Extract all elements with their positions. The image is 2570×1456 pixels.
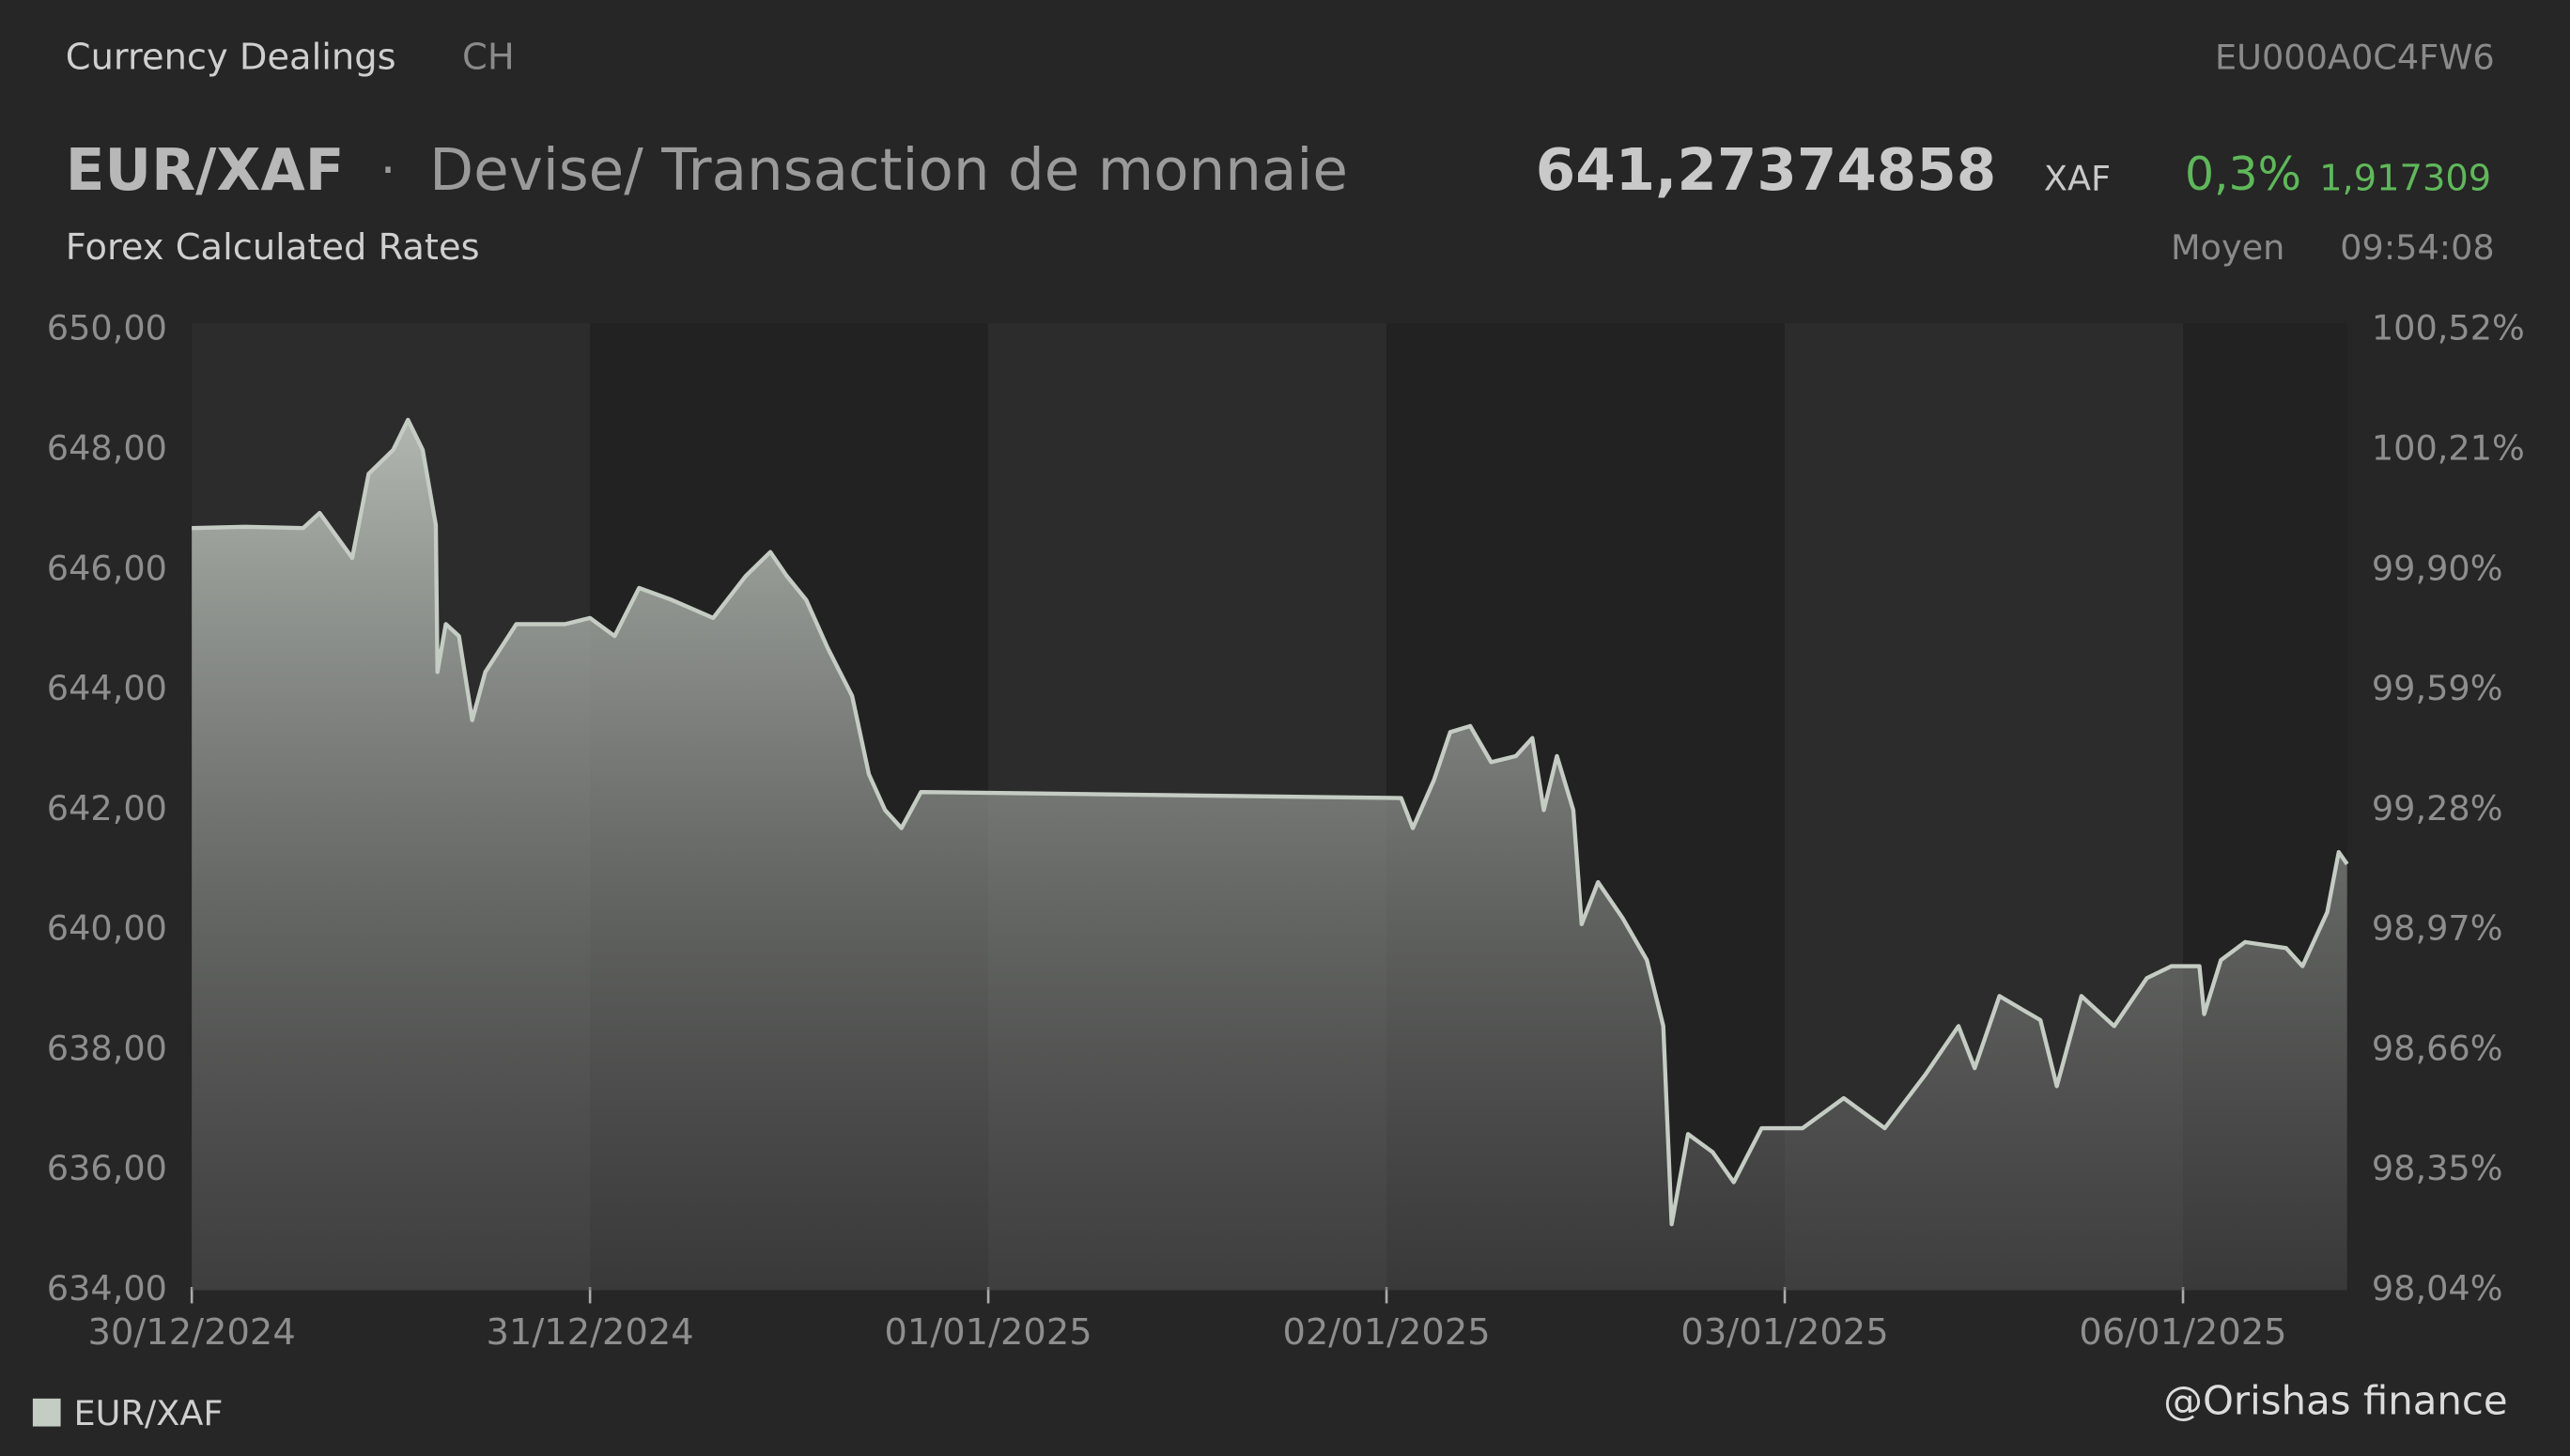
legend-label[interactable]: EUR/XAF: [74, 1393, 224, 1433]
x-tick-label: 31/12/2024: [487, 1311, 694, 1354]
y2-tick-label: 99,90%: [2372, 548, 2503, 588]
y2-tick-label: 100,52%: [2372, 308, 2525, 349]
x-tick-label: 06/01/2025: [2079, 1311, 2286, 1354]
y2-tick-label: 99,28%: [2372, 788, 2503, 829]
y-tick-label: 644,00: [47, 668, 167, 708]
y-tick-label: 636,00: [47, 1148, 167, 1188]
y-tick-label: 642,00: [47, 788, 167, 829]
isin: EU000A0C4FW6: [2215, 37, 2495, 77]
section: Currency Dealings: [66, 36, 396, 78]
y-tick-label: 650,00: [47, 308, 167, 349]
y-tick-label: 634,00: [47, 1268, 167, 1309]
y-tick-label: 640,00: [47, 908, 167, 949]
change-percent: 0,3%: [2185, 147, 2301, 201]
price-type: Moyen: [2171, 227, 2284, 268]
description: Devise/ Transaction de monnaie: [429, 137, 1348, 204]
time: 09:54:08: [2340, 227, 2495, 268]
y2-tick-label: 99,59%: [2372, 668, 2503, 708]
price: 641,27374858: [1536, 137, 1997, 204]
separator: ·: [380, 142, 396, 199]
area: [192, 420, 2347, 1291]
country: CH: [462, 36, 515, 78]
x-tick-label: 01/01/2025: [884, 1311, 1091, 1354]
source: Forex Calculated Rates: [66, 226, 480, 269]
line: [192, 417, 2349, 1227]
legend-swatch: [32, 1398, 61, 1427]
y-tick-label: 646,00: [47, 548, 167, 588]
y-tick-label: 648,00: [47, 428, 167, 469]
y2-tick-label: 98,35%: [2372, 1148, 2503, 1188]
y2-tick-label: 100,21%: [2372, 428, 2525, 469]
y2-tick-label: 98,97%: [2372, 908, 2503, 949]
y-tick-label: 638,00: [47, 1028, 167, 1068]
x-tick-label: 02/01/2025: [1282, 1311, 1490, 1354]
currency: XAF: [2044, 159, 2111, 199]
x-tick-label: 30/12/2024: [88, 1311, 296, 1354]
change-abs: 1,917309: [2319, 158, 2491, 200]
y2-tick-label: 98,04%: [2372, 1268, 2503, 1309]
symbol: EUR/XAF: [66, 137, 345, 204]
x-tick-label: 03/01/2025: [1680, 1311, 1888, 1354]
watermark: @Orishas finance: [2163, 1378, 2508, 1424]
y2-tick-label: 98,66%: [2372, 1028, 2503, 1068]
